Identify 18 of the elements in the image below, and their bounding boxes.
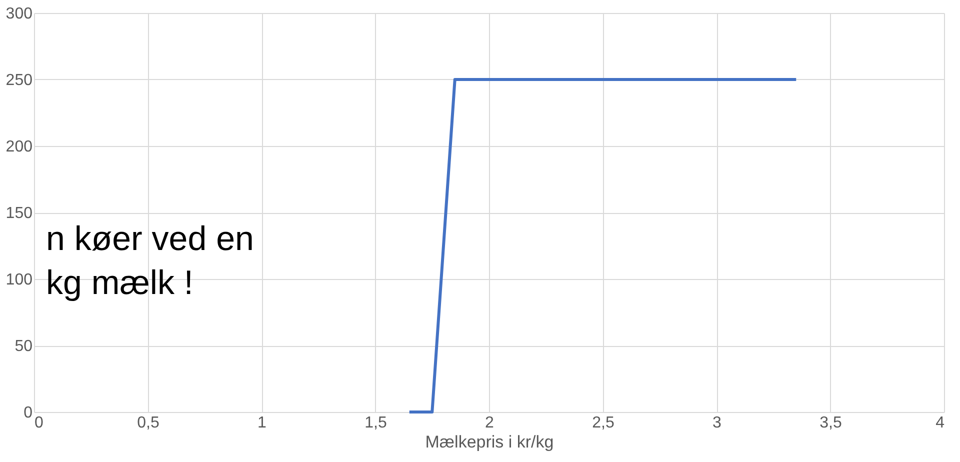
x-axis-title: Mælkepris i kr/kg (425, 432, 554, 452)
y-tick-label: 150 (6, 205, 33, 222)
x-tick-label: 3,5 (820, 414, 842, 432)
y-tick-label: 250 (6, 72, 33, 89)
x-tick-label: 3 (712, 414, 722, 432)
x-tick-label: 4 (936, 414, 945, 432)
x-tick-label: 1 (258, 414, 267, 432)
x-tick-label: 2,5 (592, 414, 614, 432)
y-tick-label: 200 (6, 138, 33, 156)
annotation: n køer ved en (46, 220, 254, 258)
y-tick-label: 100 (6, 272, 33, 288)
y-tick-label: 50 (14, 338, 33, 355)
x-tick-label: 0 (34, 414, 44, 432)
annotation: kg mælk ! (46, 264, 194, 302)
x-tick-label: 0,5 (137, 414, 160, 432)
y-tick-label: 300 (6, 6, 33, 22)
x-tick-label: 1,5 (364, 414, 387, 432)
x-tick-label: 2 (485, 414, 494, 432)
